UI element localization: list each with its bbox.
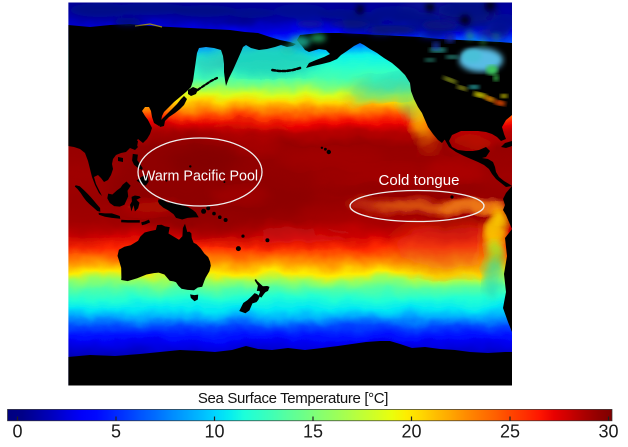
svg-text:5: 5 [111,422,121,442]
svg-text:0: 0 [12,422,22,442]
svg-text:10: 10 [204,422,224,442]
svg-text:15: 15 [303,422,323,442]
svg-text:25: 25 [500,422,520,442]
svg-text:20: 20 [401,422,421,442]
svg-text:Cold tongue: Cold tongue [379,172,460,189]
svg-text:30: 30 [598,422,618,442]
svg-text:Sea Surface Temperature [°C]: Sea Surface Temperature [°C] [198,390,388,407]
svg-text:Warm Pacific Pool: Warm Pacific Pool [142,169,258,185]
